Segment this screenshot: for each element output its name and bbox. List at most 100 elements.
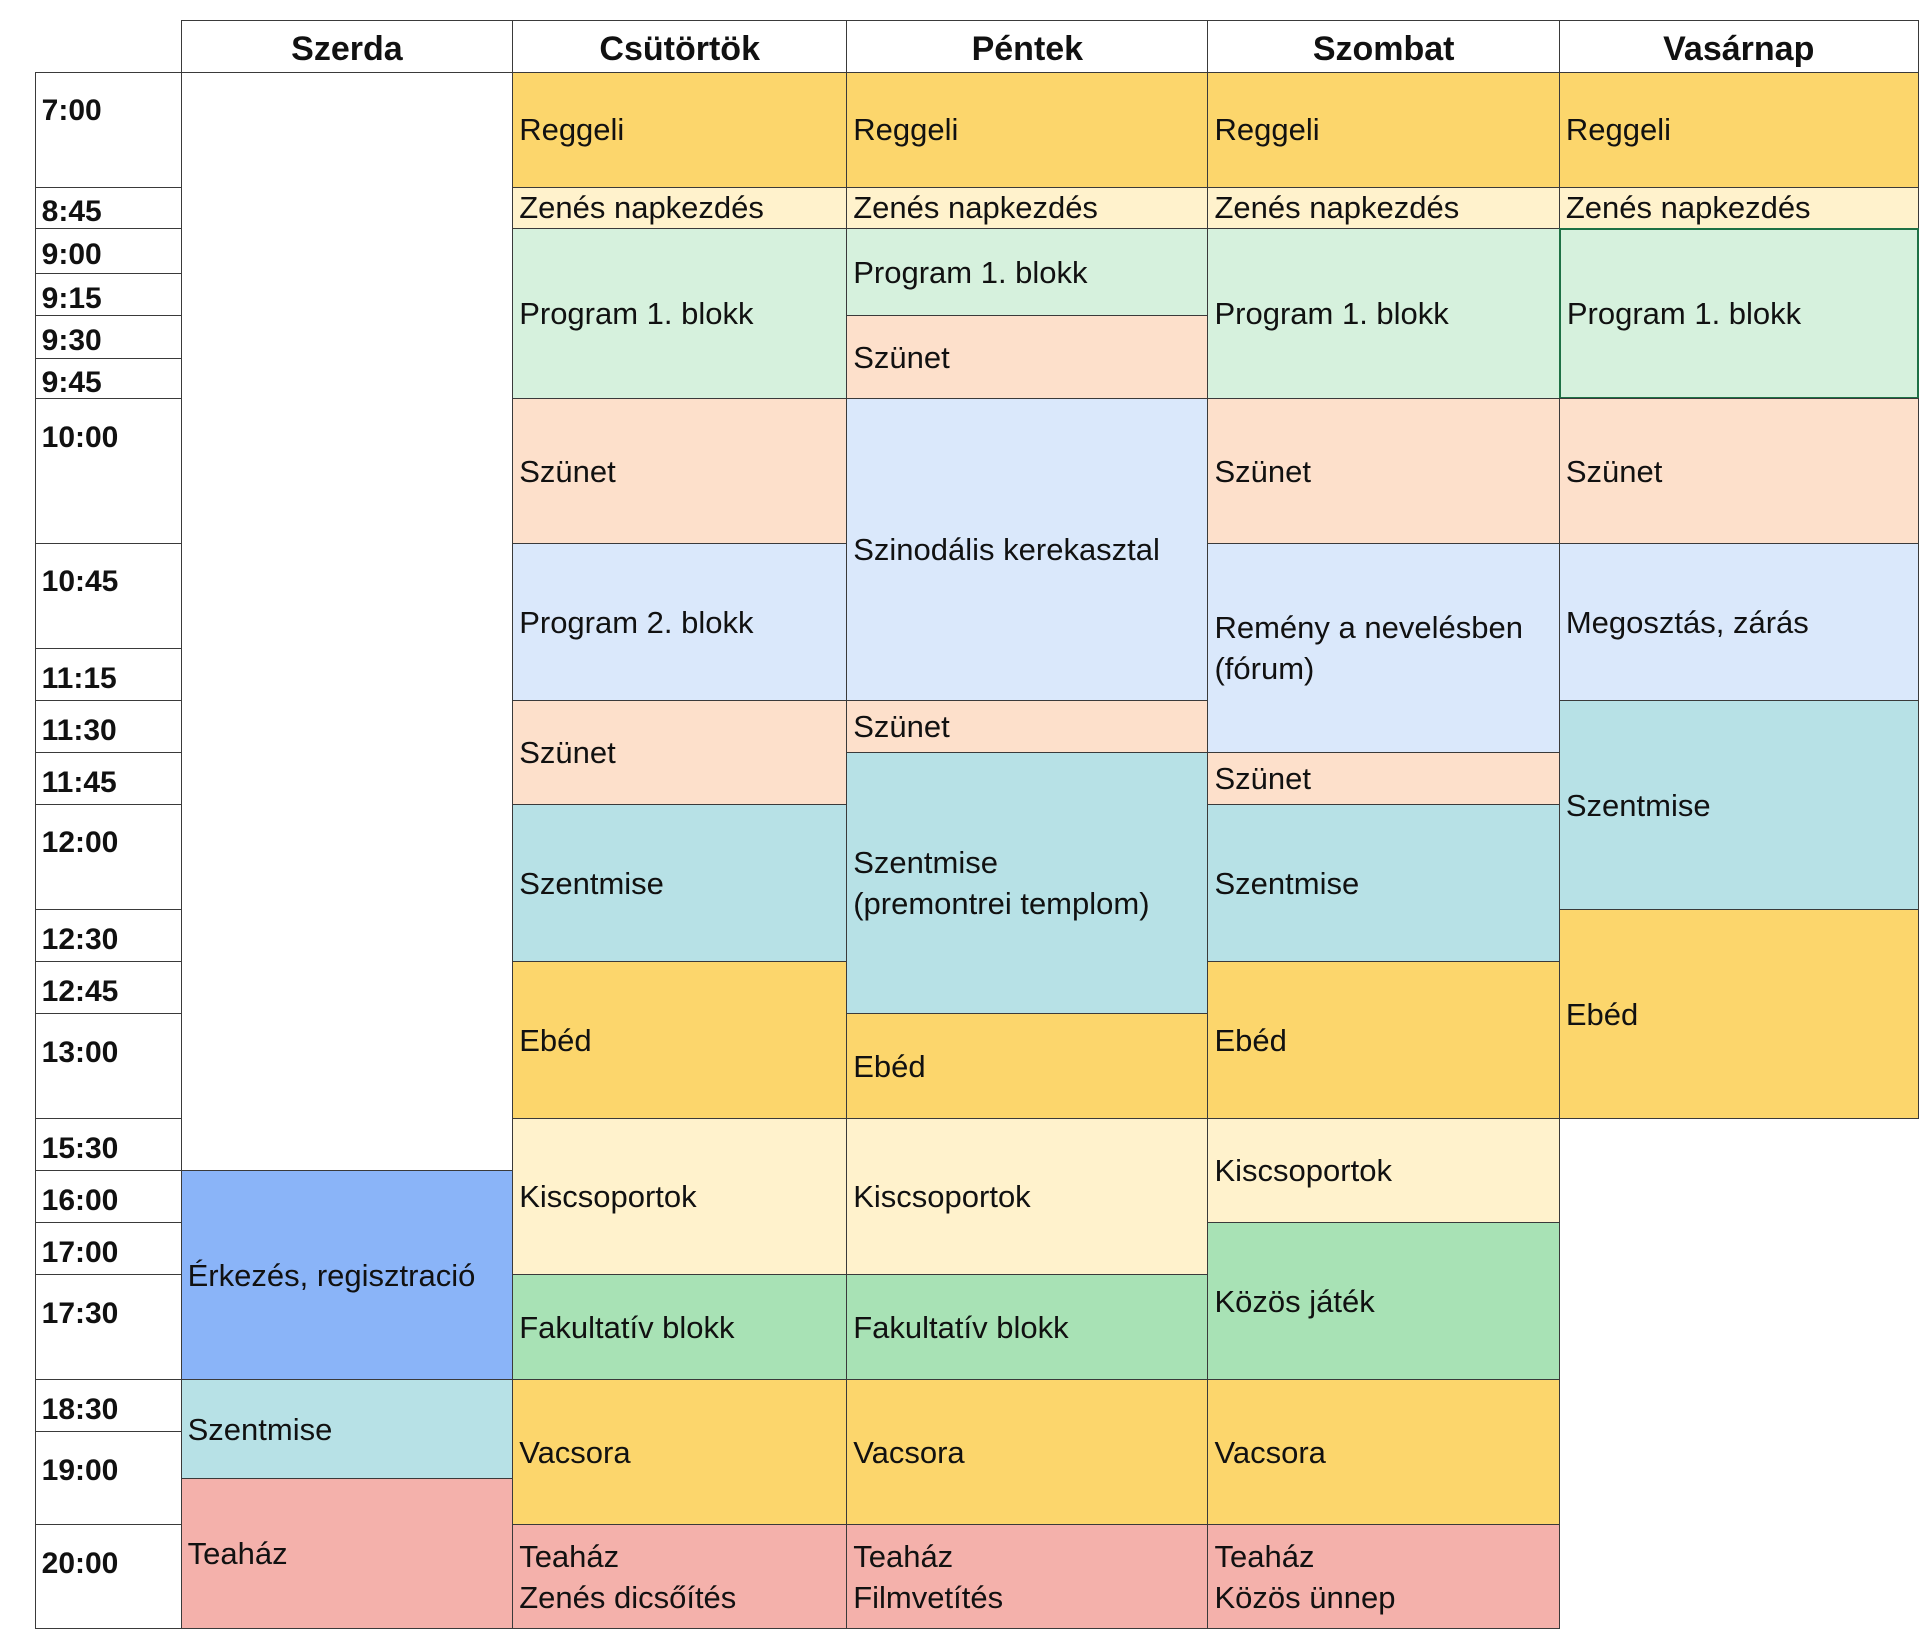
event-label: Reggeli <box>1214 112 1320 148</box>
time-label: 13:00 <box>41 1035 119 1069</box>
event-label: Zenés dicsőítés <box>519 1579 737 1615</box>
event-cell: Reggeli <box>1207 71 1560 188</box>
event-label: Reggeli <box>1565 112 1671 148</box>
event-label: Szentmise <box>187 1411 333 1447</box>
event-label: Megosztás, zárás <box>1565 604 1809 640</box>
day-header: Szerda <box>180 19 514 73</box>
event-label: Kiscsoportok <box>1214 1153 1392 1189</box>
event-cell: Reggeli <box>1558 71 1919 188</box>
event-cell: Vacsora <box>512 1379 848 1526</box>
event-cell: Remény a nevelésben (fórum) <box>1207 543 1560 754</box>
time-label: 10:45 <box>41 565 119 599</box>
event-cell: Szünet <box>846 315 1209 400</box>
time-cell: 16:00 <box>34 1170 182 1224</box>
time-cell: 15:30 <box>34 1118 182 1172</box>
event-label: Teaház <box>1214 1538 1315 1574</box>
time-cell: 13:00 <box>34 1013 182 1120</box>
event-label: Program 1. blokk <box>1566 296 1802 331</box>
event-label: Program 1. blokk <box>519 296 754 331</box>
event-cell: Szentmise (premontrei templom) <box>846 752 1209 1015</box>
event-label: Teaház <box>853 1538 954 1574</box>
event-cell: Érkezés, regisztració <box>180 1170 514 1381</box>
event-cell: Teaház Zenés dicsőítés <box>512 1524 848 1630</box>
event-cell: Ebéd <box>1558 909 1919 1120</box>
event-label: Zenés napkezdés <box>853 190 1098 226</box>
event-cell: Szünet <box>846 700 1209 754</box>
time-cell: 8:45 <box>34 186 182 229</box>
event-cell: Közös játék <box>1207 1222 1560 1381</box>
time-cell: 12:45 <box>34 961 182 1015</box>
time-cell: 12:00 <box>34 804 182 911</box>
time-label: 8:45 <box>41 194 102 228</box>
event-cell: Program 1. blokk <box>846 227 1209 317</box>
event-cell: Szentmise <box>512 804 848 963</box>
event-cell: Megosztás, zárás <box>1558 543 1919 702</box>
time-label: 15:30 <box>41 1132 119 1166</box>
event-label: Szünet <box>1214 761 1311 797</box>
day-name: Szerda <box>291 29 403 68</box>
event-label: Program 1. blokk <box>853 254 1088 290</box>
event-label: Fakultatív blokk <box>519 1309 735 1345</box>
event-cell: Program 2. blokk <box>512 543 848 702</box>
time-label: 9:30 <box>41 324 102 358</box>
time-label: 17:30 <box>41 1296 119 1330</box>
time-label: 12:30 <box>41 922 119 956</box>
event-label: Szünet <box>1565 453 1663 489</box>
event-cell: Vacsora <box>846 1379 1209 1526</box>
time-cell: 19:00 <box>34 1431 182 1526</box>
event-cell: Zenés napkezdés <box>1207 186 1560 229</box>
event-cell: Ebéd <box>846 1013 1209 1120</box>
event-label: Vacsora <box>1214 1434 1326 1470</box>
time-cell: 11:30 <box>34 700 182 754</box>
event-cell: Program 1. blokk <box>1207 227 1560 400</box>
time-cell: 9:15 <box>34 273 182 317</box>
time-label: 9:00 <box>41 238 102 272</box>
event-cell: Program 1. blokk <box>1558 227 1919 400</box>
time-cell: 11:45 <box>34 752 182 806</box>
time-cell: 10:00 <box>34 398 182 545</box>
time-cell: 18:30 <box>34 1379 182 1433</box>
time-label: 11:30 <box>41 713 117 747</box>
event-cell: Szünet <box>1207 398 1560 545</box>
time-cell: 7:00 <box>34 71 182 188</box>
time-cell: 10:45 <box>34 543 182 650</box>
event-label: Zenés napkezdés <box>1565 190 1811 226</box>
time-label: 12:00 <box>41 826 119 860</box>
event-label: Szentmise <box>853 845 998 881</box>
event-label: Reggeli <box>853 112 959 148</box>
time-cell: 9:30 <box>34 315 182 359</box>
event-cell <box>180 71 514 1172</box>
event-cell: Szentmise <box>180 1379 514 1480</box>
event-cell: Kiscsoportok <box>1207 1118 1560 1224</box>
event-cell: Fakultatív blokk <box>512 1274 848 1381</box>
event-cell: Fakultatív blokk <box>846 1274 1209 1381</box>
event-cell: Ebéd <box>512 961 848 1120</box>
event-cell: Program 1. blokk <box>512 227 848 400</box>
event-label: Ebéd <box>519 1022 592 1058</box>
event-cell: Teaház <box>180 1478 514 1630</box>
time-label: 10:00 <box>41 420 119 454</box>
event-cell: Reggeli <box>846 71 1209 188</box>
day-header: Csütörtök <box>512 19 848 73</box>
event-label: Fakultatív blokk <box>853 1309 1069 1345</box>
event-label: Zenés napkezdés <box>1214 190 1460 226</box>
time-label: 18:30 <box>41 1393 119 1427</box>
event-label: Reggeli <box>519 112 625 148</box>
event-label: Ebéd <box>1565 996 1639 1032</box>
event-label: Szünet <box>853 339 950 375</box>
event-cell: Kiscsoportok <box>512 1118 848 1276</box>
time-label: 11:15 <box>41 661 117 695</box>
time-label: 20:00 <box>41 1546 119 1580</box>
event-label: Szünet <box>1214 453 1311 489</box>
day-header: Péntek <box>846 19 1209 73</box>
event-label: Szünet <box>519 735 616 771</box>
event-cell: Szünet <box>1558 398 1919 545</box>
time-cell: 9:45 <box>34 357 182 400</box>
event-cell: Zenés napkezdés <box>512 186 848 229</box>
time-label: 17:00 <box>41 1235 119 1269</box>
day-header: Vasárnap <box>1558 19 1919 73</box>
time-label: 9:45 <box>41 365 102 399</box>
event-cell: Reggeli <box>512 71 848 188</box>
time-cell: 17:00 <box>34 1222 182 1276</box>
